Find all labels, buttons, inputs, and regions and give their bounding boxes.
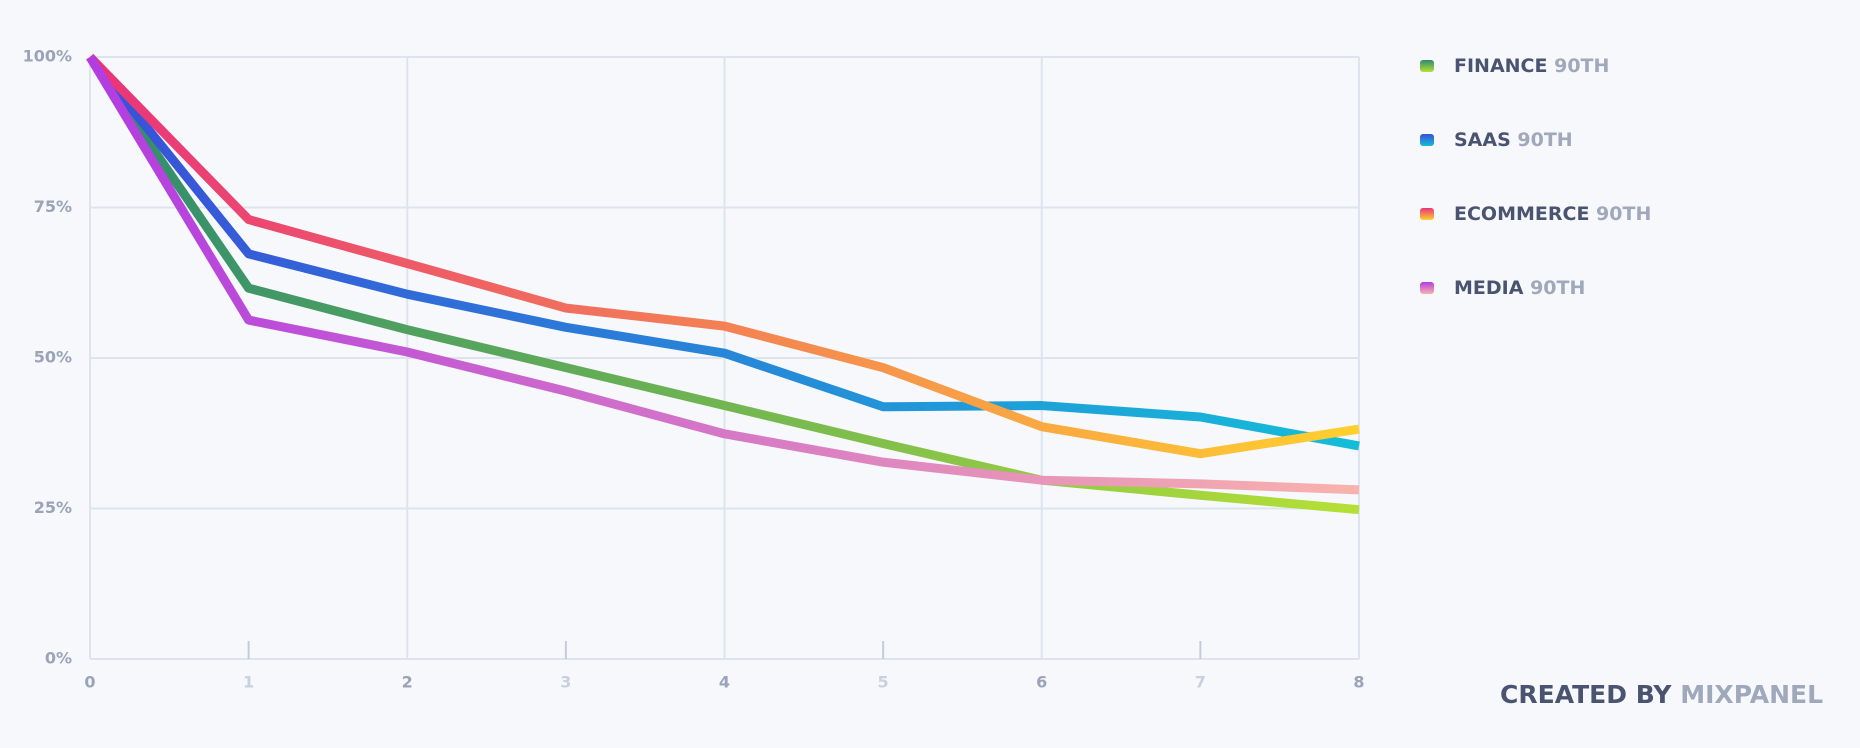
x-tick-label: 0 (84, 673, 95, 692)
y-tick-label: 25% (34, 498, 72, 517)
legend-name: SAAS (1454, 129, 1511, 151)
x-tick-label: 8 (1353, 673, 1364, 692)
legend-entry: ECOMMERCE 90TH (1454, 203, 1651, 225)
legend-percentile: 90TH (1596, 203, 1651, 225)
series-line (86, 54, 1360, 515)
x-tick-label: 1 (243, 673, 254, 692)
x-tick-label: 5 (878, 673, 889, 692)
legend-percentile: 90TH (1554, 55, 1609, 77)
legend-swatch (1420, 282, 1434, 294)
series-line (86, 53, 1360, 459)
legend-name: ECOMMERCE (1454, 203, 1589, 225)
series-line (86, 54, 1360, 451)
x-tick-label: 4 (719, 673, 730, 692)
footer-brand: MIXPANEL (1680, 680, 1823, 709)
x-tick-label: 7 (1195, 673, 1206, 692)
y-tick-label: 100% (23, 47, 72, 66)
x-tick-label: 3 (560, 673, 571, 692)
legend-entry: MEDIA 90TH (1454, 277, 1585, 299)
footer-prefix: CREATED BY (1500, 680, 1672, 709)
x-tick-label: 6 (1036, 673, 1047, 692)
legend-percentile: 90TH (1530, 277, 1585, 299)
y-tick-label: 0% (45, 649, 72, 668)
x-tick-label: 2 (402, 673, 413, 692)
legend-swatch (1420, 208, 1434, 220)
legend-swatch (1420, 134, 1434, 146)
series-line (86, 54, 1360, 495)
legend-swatch (1420, 60, 1434, 72)
legend-name: FINANCE (1454, 55, 1547, 77)
legend-name: MEDIA (1454, 277, 1524, 299)
y-tick-label: 50% (34, 348, 72, 367)
legend-percentile: 90TH (1517, 129, 1572, 151)
footer: CREATED BY MIXPANEL (1500, 680, 1823, 709)
legend-entry: FINANCE 90TH (1454, 55, 1609, 77)
legend-entry: SAAS 90TH (1454, 129, 1573, 151)
y-tick-label: 75% (34, 197, 72, 216)
